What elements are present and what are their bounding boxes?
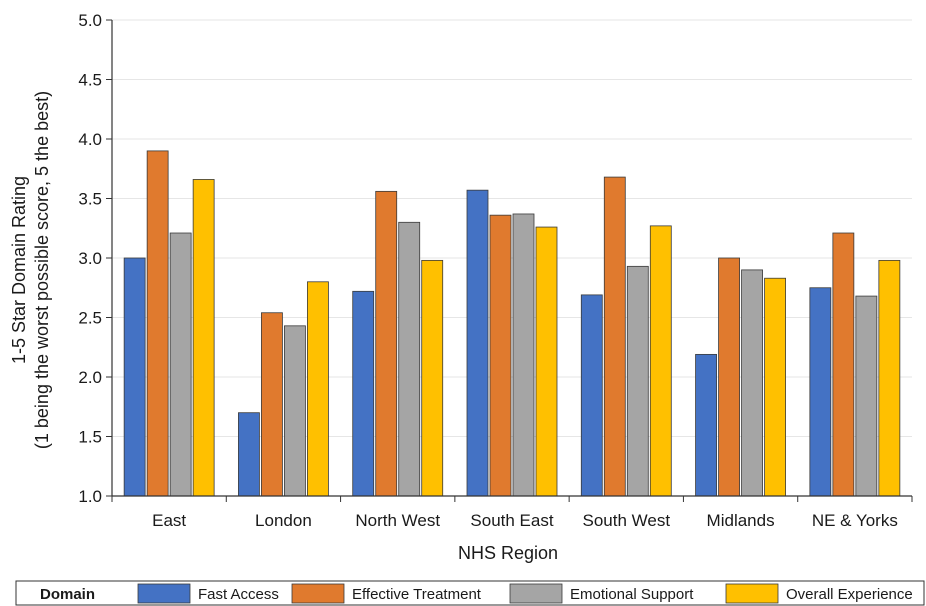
y-tick-label: 1.0 (78, 487, 102, 506)
bar-emotional-support-east (169, 232, 192, 497)
y-axis-title: 1-5 Star Domain Rating (9, 176, 29, 364)
y-tick-label: 4.0 (78, 130, 102, 149)
bar-fast-access-south-west (580, 294, 603, 497)
bar-emotional-support-london (284, 325, 306, 497)
bar-emotional-support-ne-yorks (855, 295, 878, 497)
bar-effective-treatment-london (261, 312, 283, 497)
x-tick-label: NE & Yorks (812, 511, 898, 530)
bar-fast-access-south-east (466, 189, 489, 497)
bar-overall-experience-london (307, 281, 329, 497)
legend-items: Fast Access Effective Treatment Emotional … (137, 583, 913, 604)
y-tick-label: 2.5 (78, 309, 102, 328)
y-tick-labels: 1.0 1.5 2.0 2.5 3.0 3.5 4.0 4.5 5.0 (78, 11, 112, 506)
bar-emotional-support-south-east (512, 213, 535, 497)
bars (123, 150, 901, 497)
y-tick-label: 3.0 (78, 249, 102, 268)
bar-fast-access-east (123, 257, 146, 497)
legend-title: Domain (40, 586, 95, 603)
x-tick-label: Midlands (707, 511, 775, 530)
bar-effective-treatment-east (146, 150, 169, 497)
x-tick-label: North West (355, 511, 440, 530)
x-tick-label: East (152, 511, 186, 530)
legend-label: Effective Treatment (352, 586, 482, 603)
legend-swatch (725, 583, 779, 604)
legend-swatch (291, 583, 345, 604)
bar-overall-experience-east (192, 179, 215, 497)
bar-effective-treatment-south-west (603, 176, 626, 497)
y-axis-subtitle: (1 being the worst possible score, 5 the… (32, 91, 52, 449)
x-axis-title: NHS Region (458, 543, 558, 563)
legend-swatch (509, 583, 563, 604)
bar-fast-access-midlands (695, 353, 717, 497)
bar-overall-experience-south-east (535, 226, 558, 497)
x-tick-labels: East London North West South East South West… (152, 511, 898, 530)
bar-overall-experience-south-west (649, 225, 672, 497)
bar-fast-access-north-west (352, 290, 375, 497)
bar-overall-experience-north-west (421, 259, 444, 497)
y-tick-label: 5.0 (78, 11, 102, 30)
bar-fast-access-ne-yorks (809, 287, 832, 497)
bar-emotional-support-midlands (741, 269, 763, 497)
bar-effective-treatment-north-west (375, 190, 398, 497)
axes (111, 20, 913, 502)
bar-overall-experience-ne-yorks (878, 259, 901, 497)
bar-effective-treatment-midlands (718, 257, 740, 497)
legend-label: Fast Access (198, 586, 279, 603)
y-tick-label: 3.5 (78, 190, 102, 209)
gridlines (112, 19, 912, 437)
bar-emotional-support-north-west (398, 221, 421, 497)
x-tick-label: South West (582, 511, 670, 530)
y-tick-label: 2.0 (78, 368, 102, 387)
bar-effective-treatment-south-east (489, 214, 512, 497)
legend-swatch (137, 583, 191, 604)
bar-fast-access-london (238, 412, 260, 497)
legend-label: Overall Experience (786, 586, 913, 603)
bar-emotional-support-south-west (626, 265, 649, 497)
x-tick-label: South East (470, 511, 553, 530)
x-tick-label: London (255, 511, 312, 530)
bar-overall-experience-midlands (764, 277, 786, 497)
y-tick-label: 1.5 (78, 428, 102, 447)
y-tick-label: 4.5 (78, 71, 102, 90)
legend: Domain Fast Access Effective Treatment Emo… (15, 580, 925, 606)
bar-effective-treatment-ne-yorks (832, 232, 855, 497)
legend-label: Emotional Support (570, 586, 694, 603)
